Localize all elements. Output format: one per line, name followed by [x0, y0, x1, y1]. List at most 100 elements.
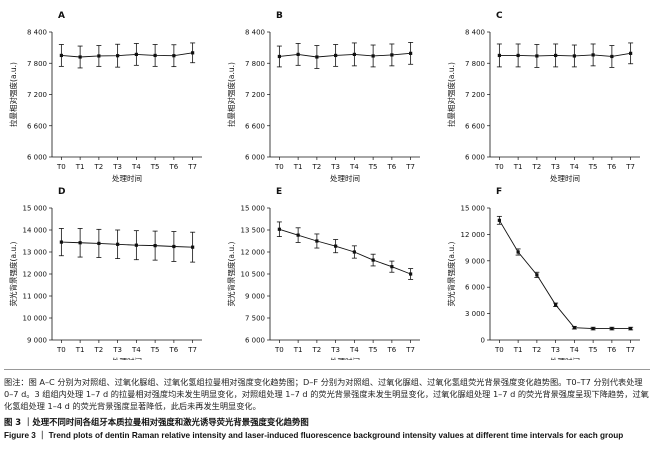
x-tick-label: T7: [187, 346, 197, 354]
y-tick-label: 7 800: [465, 60, 485, 68]
data-point: [516, 53, 520, 58]
data-point: [497, 53, 501, 58]
y-axis-title: 荧光背景强度(a.u.): [446, 241, 456, 306]
data-point: [315, 55, 319, 59]
data-point: [629, 326, 633, 331]
x-axis-title: 处理时间: [330, 173, 360, 183]
data-point: [591, 53, 595, 57]
y-tick-label: 11 000: [23, 293, 48, 301]
x-tick-label: T1: [293, 163, 303, 171]
data-point: [409, 51, 413, 55]
x-tick-label: T4: [131, 163, 141, 171]
data-point: [371, 258, 375, 262]
data-point: [497, 218, 501, 222]
x-tick-label: T2: [94, 346, 104, 354]
data-point: [153, 244, 157, 248]
data-point: [352, 52, 356, 56]
y-tick-label: 8 400: [27, 29, 47, 37]
x-axis-title: 处理时间: [550, 356, 580, 360]
x-tick-label: T3: [550, 346, 560, 354]
series-line: [498, 220, 631, 330]
y-tick-label: 6 000: [245, 337, 265, 345]
x-tick-label: T0: [274, 163, 284, 171]
y-tick-label: 8 400: [245, 29, 265, 37]
x-tick-label: T3: [330, 163, 340, 171]
x-tick-label: T6: [607, 346, 617, 354]
y-tick-label: 10 500: [241, 271, 266, 279]
x-tick-label: T2: [312, 346, 322, 354]
x-tick-label: T0: [494, 163, 504, 171]
x-tick-label: T1: [513, 346, 523, 354]
y-axis-title: 荧光背景强度(a.u.): [226, 241, 236, 306]
data-point: [572, 326, 576, 330]
data-point: [78, 55, 82, 59]
data-point: [409, 272, 413, 276]
x-axis-title: 处理时间: [330, 356, 360, 360]
data-point: [629, 51, 633, 55]
series-line: [61, 241, 193, 248]
x-tick-label: T3: [330, 346, 340, 354]
caption-divider: [4, 369, 650, 370]
series-line: [279, 52, 411, 58]
data-point: [554, 303, 558, 307]
figure-panels: A 6 000 6 600 7 200 7 800 8 400 T0 T1 T2 T3 T4 T5 T6…: [8, 11, 640, 360]
x-tick-label: T6: [607, 163, 617, 171]
y-tick-label: 7 200: [465, 91, 485, 99]
data-point: [572, 54, 576, 58]
x-tick-label: T5: [588, 346, 598, 354]
x-tick-label: T1: [513, 163, 523, 171]
data-point: [97, 54, 101, 58]
y-axis-title: 拉曼相对强度(a.u.): [226, 62, 236, 127]
series-line: [61, 52, 193, 58]
y-tick-label: 6 600: [465, 122, 485, 130]
y-tick-label: 7 200: [245, 91, 265, 99]
x-tick-label: T0: [494, 346, 504, 354]
y-tick-label: 12 000: [241, 249, 266, 257]
y-tick-label: 6 000: [27, 154, 47, 162]
y-tick-label: 8 400: [465, 29, 485, 37]
data-point: [191, 245, 195, 249]
x-tick-label: T5: [368, 346, 378, 354]
y-tick-label: 15 000: [23, 205, 48, 213]
data-point: [610, 326, 614, 331]
data-point: [134, 52, 138, 56]
y-tick-label: 6 600: [27, 122, 47, 130]
data-point: [591, 326, 595, 331]
y-tick-label: 13 000: [23, 249, 48, 257]
data-point: [390, 265, 394, 269]
x-tick-label: T4: [131, 346, 141, 354]
x-tick-label: T0: [56, 163, 66, 171]
y-tick-label: 6 000: [465, 154, 485, 162]
data-point: [352, 250, 356, 254]
x-tick-label: T5: [150, 346, 160, 354]
chart-panel-c: C 6 000 6 600 7 200 7 800 8 400 T0 T1 T2 T3 T4 T5 T6…: [446, 11, 640, 183]
x-tick-label: T5: [588, 163, 598, 171]
x-tick-label: T3: [112, 346, 122, 354]
y-tick-label: 15 000: [241, 205, 266, 213]
x-tick-label: T1: [75, 163, 85, 171]
x-tick-label: T3: [112, 163, 122, 171]
x-tick-label: T0: [56, 346, 66, 354]
panel-letter-e: E: [276, 187, 282, 197]
x-tick-label: T2: [312, 163, 322, 171]
y-tick-label: 6 000: [245, 154, 265, 162]
y-tick-label: 10 000: [23, 315, 48, 323]
chart-panel-e: E 6 000 7 500 9 000 10 500 12 000 13 500 15 000…: [226, 187, 420, 360]
figure-title-chinese: 图 3 ｜处理不同时间各组牙本质拉曼相对强度和激光诱导荧光背景强度变化趋势图: [4, 417, 309, 427]
chart-panel-b: B 6 000 6 600 7 200 7 800 8 400 T0 T1 T2 T3 T4 T5 T6…: [226, 11, 420, 183]
data-point: [371, 54, 375, 58]
x-tick-label: T0: [274, 346, 284, 354]
x-tick-label: T7: [405, 346, 415, 354]
y-tick-label: 7 500: [245, 315, 265, 323]
y-tick-label: 13 500: [241, 227, 266, 235]
panel-letter-d: D: [58, 187, 65, 197]
y-axis-title: 拉曼相对强度(a.u.): [8, 62, 18, 127]
x-tick-label: T6: [387, 163, 397, 171]
data-point: [172, 54, 176, 58]
y-tick-label: 15 000: [461, 205, 486, 213]
y-tick-label: 12 000: [461, 231, 486, 239]
x-axis-title: 处理时间: [112, 173, 142, 183]
panel-letter-a: A: [58, 11, 65, 21]
x-tick-label: T6: [387, 346, 397, 354]
x-tick-label: T2: [532, 346, 542, 354]
